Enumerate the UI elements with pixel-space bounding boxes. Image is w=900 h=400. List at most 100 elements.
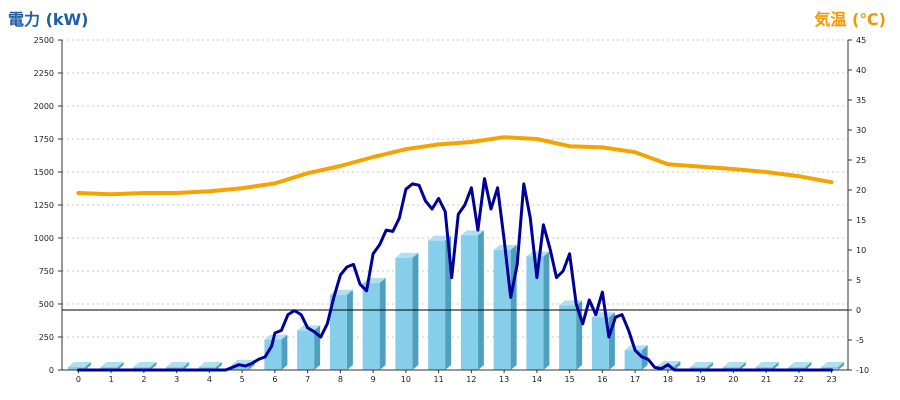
bar-top: [657, 361, 681, 367]
bar-top: [428, 235, 452, 241]
bar: [362, 277, 386, 370]
bar-side: [510, 244, 517, 370]
bar-top: [198, 362, 222, 367]
axes-layer: [58, 39, 852, 373]
power-series-line: [76, 177, 834, 372]
bar: [264, 334, 288, 370]
bar-front: [624, 350, 642, 370]
x-axis-tick-label: 8: [338, 375, 343, 384]
bar-top: [788, 362, 812, 367]
left-axis-tick-label: 750: [39, 267, 54, 276]
left-axis-tick-label: 250: [39, 333, 54, 342]
right-axis-tick-label: 45: [856, 36, 866, 45]
bar-side: [346, 289, 353, 370]
bar-front: [231, 364, 249, 370]
bar-front: [559, 305, 577, 370]
bar-front: [428, 240, 446, 370]
bar-side: [805, 362, 812, 370]
x-axis-tick-label: 0: [76, 375, 81, 384]
bar-side: [543, 251, 550, 370]
left-axis-tick-label: 2500: [34, 36, 54, 45]
left-axis-title: 電力 (kW): [8, 10, 89, 29]
x-axis-tick-label: 3: [174, 375, 179, 384]
bars-layer: [67, 230, 845, 370]
bar-side: [183, 362, 190, 370]
bar: [591, 312, 615, 370]
x-axis-tick-label: 13: [499, 375, 509, 384]
right-axis-tick-label: 0: [856, 306, 861, 315]
right-axis-tick-label: 5: [856, 276, 861, 285]
left-axis-tick-label: 500: [39, 300, 54, 309]
x-axis-tick-label: 18: [663, 375, 673, 384]
bar-front: [362, 282, 380, 370]
bar-top: [755, 362, 779, 367]
temperature-series-line: [76, 135, 834, 197]
x-axis-tick-label: 4: [207, 375, 212, 384]
bar-front: [657, 366, 675, 370]
x-axis-tick-label: 1: [109, 375, 114, 384]
bar-top: [690, 362, 714, 367]
x-axis-tick-label: 19: [696, 375, 706, 384]
right-axis-tick-label: 30: [856, 126, 866, 135]
right-axis-tick-label: 25: [856, 156, 866, 165]
bar-front: [67, 367, 85, 370]
x-axis-tick-label: 10: [401, 375, 411, 384]
bar-front: [526, 256, 544, 370]
bar-top: [624, 345, 648, 351]
bar-side: [281, 334, 288, 370]
bar: [395, 252, 419, 370]
x-axis-tick-label: 12: [466, 375, 476, 384]
x-axis-tick-label: 16: [597, 375, 607, 384]
bar-front: [460, 235, 478, 370]
bar-top: [395, 252, 419, 258]
lines-layer: [76, 135, 834, 372]
bar-top: [821, 362, 845, 367]
right-axis-tick-label: 40: [856, 66, 866, 75]
bar: [460, 230, 484, 370]
left-axis-tick-label: 1500: [34, 168, 54, 177]
left-axis-tick-label: 1250: [34, 201, 54, 210]
bar-top: [526, 251, 550, 257]
bar-side: [674, 361, 681, 370]
bar-side: [84, 362, 91, 370]
left-axis-tick-label: 1750: [34, 135, 54, 144]
x-axis-tick-label: 7: [305, 375, 310, 384]
x-axis-tick-label: 20: [728, 375, 738, 384]
bar-side: [477, 230, 484, 370]
bar-top: [166, 362, 190, 367]
bar-side: [150, 362, 157, 370]
bar-front: [591, 317, 609, 370]
x-axis-tick-label: 17: [630, 375, 640, 384]
bar-side: [838, 362, 845, 370]
bar-front: [297, 330, 315, 370]
bar-top: [264, 334, 288, 340]
bar-front: [395, 257, 413, 370]
left-axis-tick-label: 2250: [34, 69, 54, 78]
right-axis-tick-label: -10: [856, 366, 869, 375]
right-axis-tick-label: 10: [856, 246, 866, 255]
bar: [657, 361, 681, 370]
bar-side: [739, 362, 746, 370]
bar-top: [722, 362, 746, 367]
bar: [493, 244, 517, 370]
ticks-layer: 02505007501000125015001750200022502500-1…: [34, 36, 869, 384]
x-axis-tick-label: 5: [240, 375, 245, 384]
grid-layer: [62, 39, 848, 338]
right-axis-title: 気温 (℃): [814, 10, 886, 29]
bar-side: [379, 277, 386, 370]
bar-top: [133, 362, 157, 367]
left-axis-tick-label: 0: [49, 366, 54, 375]
bar-top: [100, 362, 124, 367]
x-axis-tick-label: 9: [371, 375, 376, 384]
right-axis-tick-label: 20: [856, 186, 866, 195]
bar-side: [772, 362, 779, 370]
bar: [526, 251, 550, 370]
x-axis-tick-label: 21: [761, 375, 771, 384]
bar-front: [264, 339, 282, 370]
right-axis-tick-label: 15: [856, 216, 866, 225]
x-axis-tick-label: 15: [565, 375, 575, 384]
bar-side: [412, 252, 419, 370]
bar: [428, 235, 452, 370]
x-axis-tick-label: 23: [827, 375, 837, 384]
